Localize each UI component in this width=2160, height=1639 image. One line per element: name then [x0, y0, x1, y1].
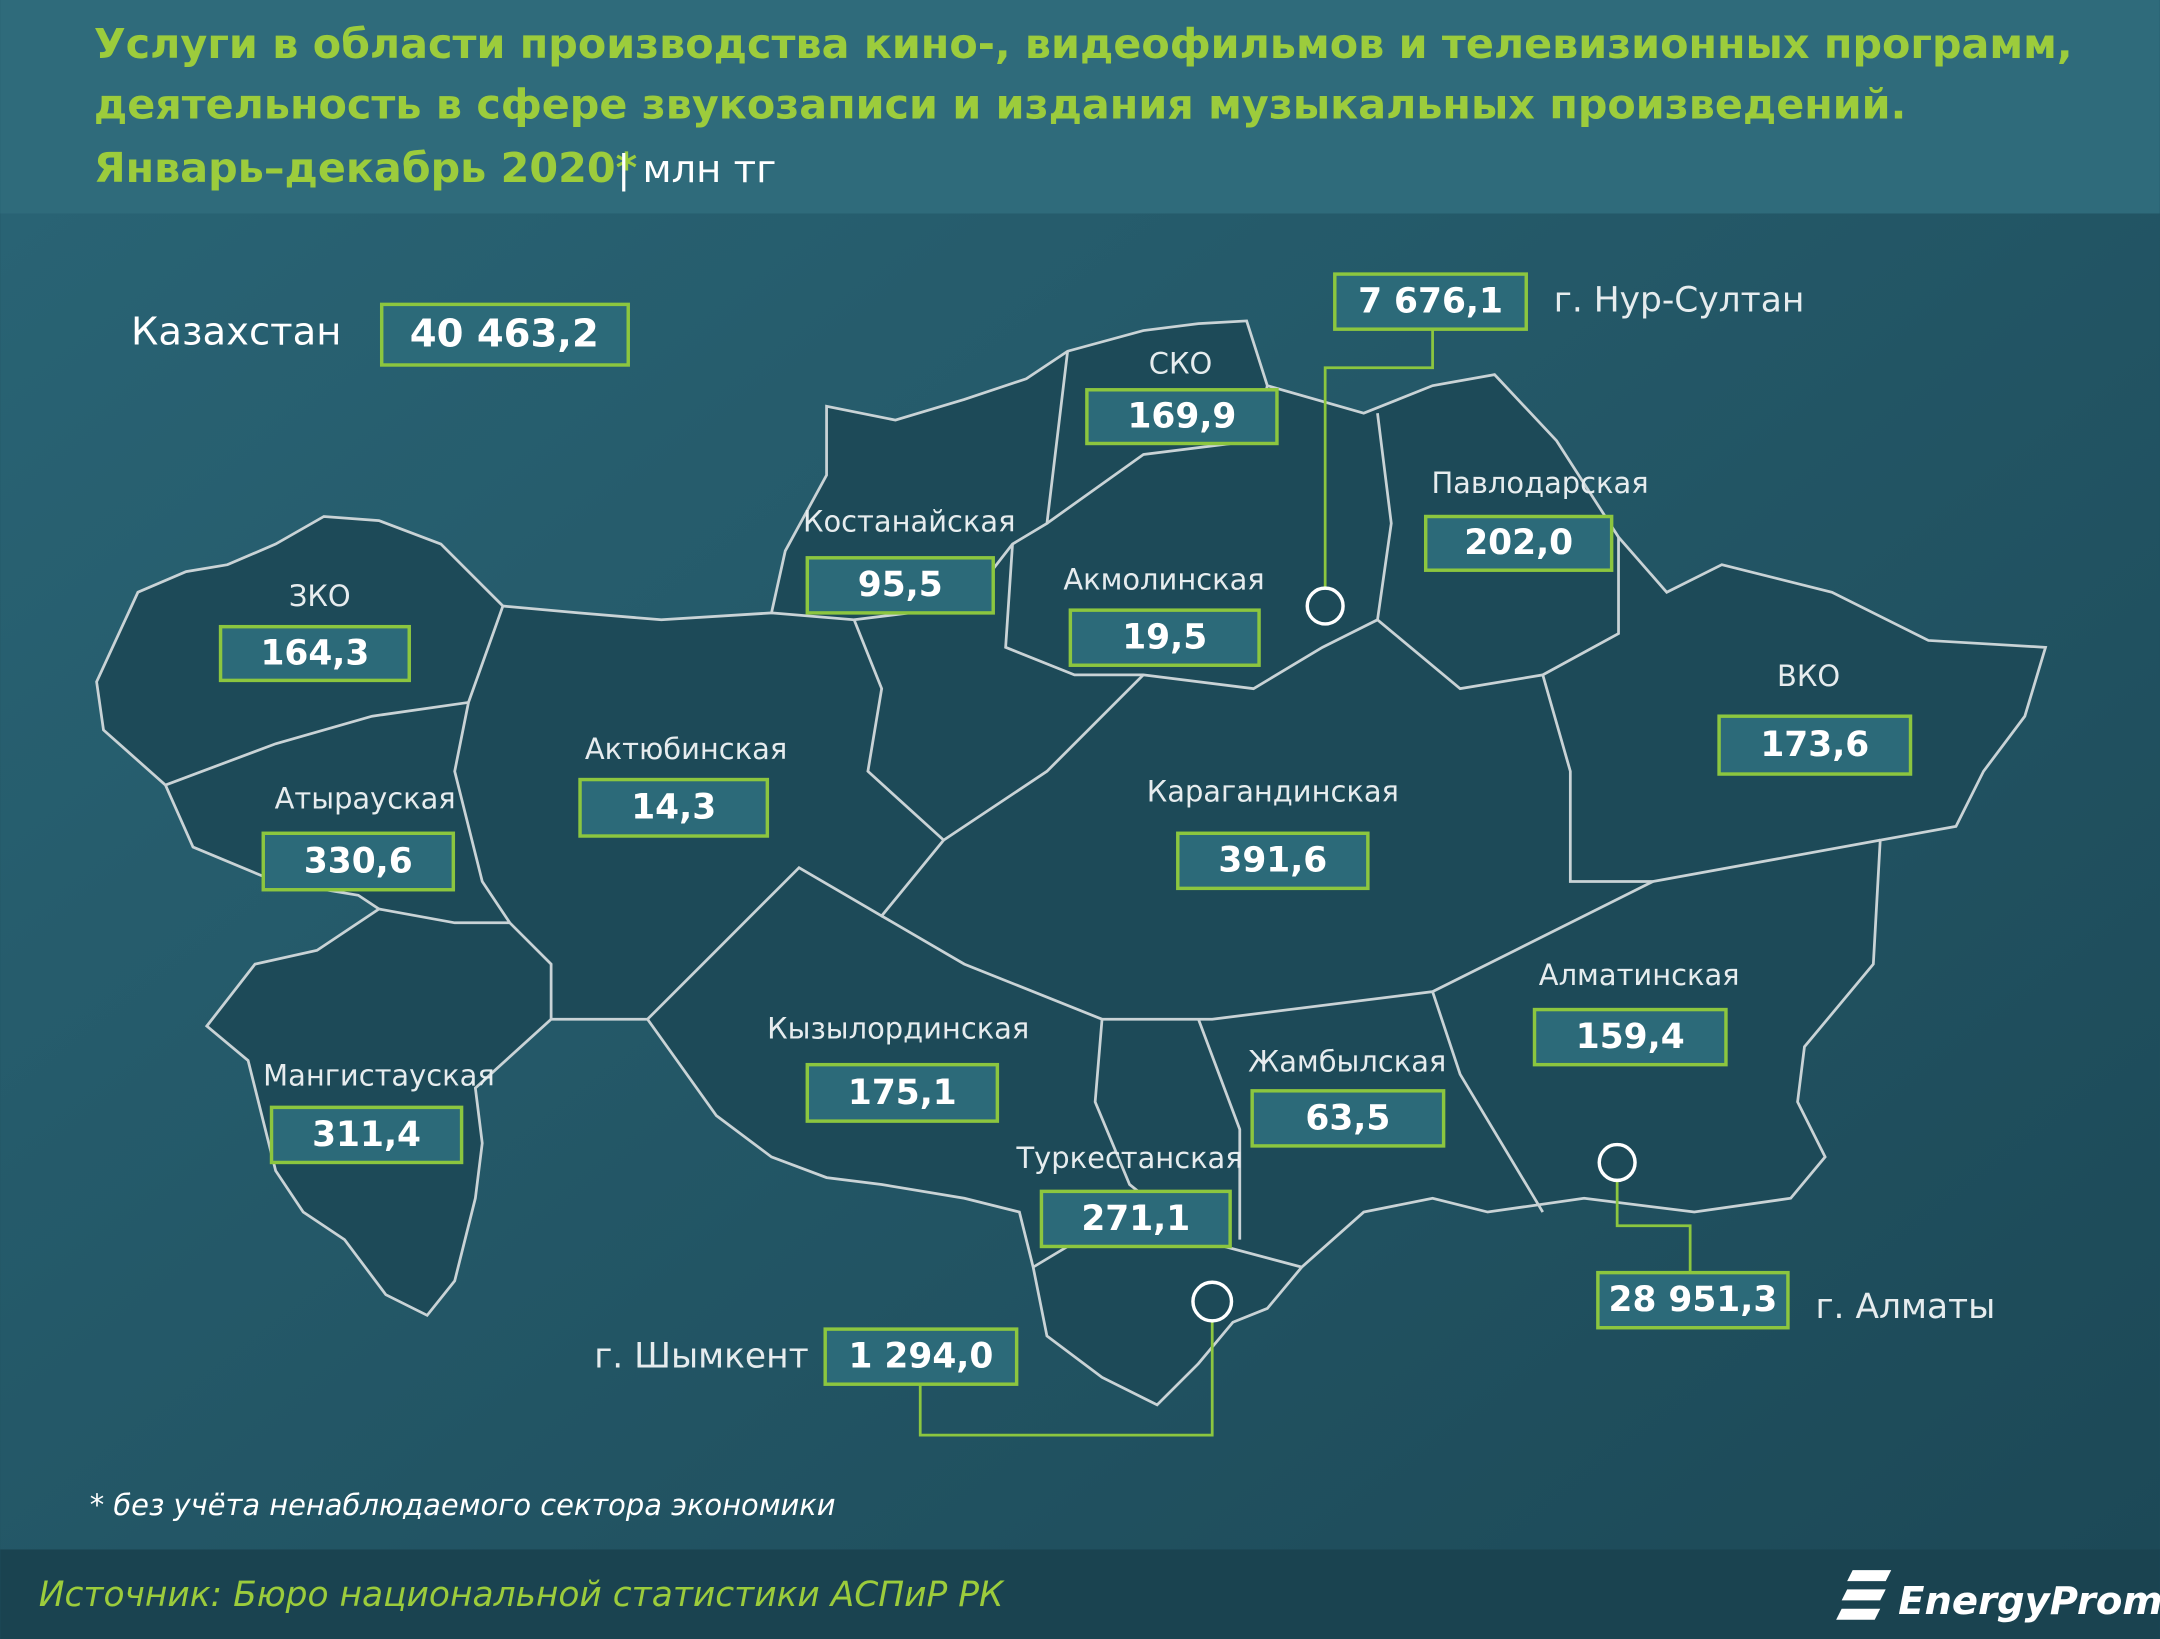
region-name: Карагандинская — [1147, 775, 1399, 809]
region-value-box — [269, 1105, 464, 1165]
city-name: г. Нур-Султан — [1554, 280, 1805, 320]
region-value: 164,3 — [260, 633, 369, 673]
city-name: г. Алматы — [1815, 1287, 1995, 1327]
region-name: Павлодарская — [1431, 466, 1648, 500]
region-value: 173,6 — [1760, 725, 1869, 765]
region-name: ВКО — [1777, 659, 1840, 693]
region-name: Алматинская — [1539, 958, 1740, 992]
region-value-box — [1532, 1007, 1728, 1067]
city-name: г. Шымкент — [594, 1337, 808, 1377]
title-line: Услуги в области производства кино-, вид… — [94, 20, 2073, 68]
title-unit: | млн тг — [617, 147, 776, 192]
region-value-box — [1068, 608, 1261, 667]
region-name: Акмолинская — [1063, 562, 1264, 596]
region-value: 175,1 — [848, 1073, 957, 1113]
city-value-box — [1333, 272, 1528, 331]
country-value-box — [379, 302, 630, 367]
region-name: Атырауская — [275, 781, 456, 815]
region-value: 330,6 — [304, 841, 413, 881]
region-name: Жамбылская — [1248, 1045, 1446, 1079]
region-boundaries — [164, 351, 1881, 1269]
region-value: 271,1 — [1081, 1199, 1190, 1239]
city-connectors — [918, 329, 1692, 1437]
title-line: деятельность в сфере звукозаписи и издан… — [94, 80, 1906, 128]
footer-bar — [0, 1549, 2160, 1639]
region-value: 311,4 — [312, 1115, 421, 1155]
region-value-box — [218, 624, 411, 683]
city-value: 28 951,3 — [1609, 1280, 1778, 1320]
region-name: Костанайская — [803, 505, 1016, 539]
region-value: 63,5 — [1305, 1098, 1390, 1138]
source: Источник: Бюро национальной статистики А… — [39, 1575, 1005, 1615]
region-value-box — [1717, 714, 1913, 776]
region-value: 14,3 — [631, 788, 716, 828]
region-value-box — [1085, 388, 1279, 446]
region-value-box — [578, 777, 770, 838]
city-value: 7 676,1 — [1358, 282, 1503, 322]
country-name: Казахстан — [131, 309, 341, 354]
region-value: 95,5 — [858, 565, 943, 605]
country-value: 40 463,2 — [410, 312, 599, 357]
city-value-box — [1596, 1270, 1790, 1330]
region-value-box — [261, 831, 456, 892]
region-value-box — [1250, 1089, 1446, 1148]
region-value-box — [1176, 831, 1370, 891]
city-value-box — [823, 1327, 1019, 1386]
region-value: 19,5 — [1122, 618, 1207, 658]
region-value: 159,4 — [1576, 1017, 1685, 1057]
region-value: 391,6 — [1218, 841, 1327, 881]
title-period: Январь–декабрь 2020* — [94, 144, 637, 192]
region-value: 202,0 — [1464, 523, 1573, 563]
svg-text:EnergyProm: EnergyProm — [1898, 1579, 2160, 1624]
region-name: СКО — [1149, 346, 1212, 380]
region-value-box — [805, 556, 995, 615]
region-value: 169,9 — [1127, 397, 1236, 437]
logo: EnergyProm — [1836, 1570, 2160, 1624]
country-outline — [95, 319, 2048, 1407]
region-name: Актюбинская — [585, 732, 787, 766]
footnote: * без учёта ненаблюдаемого сектора эконо… — [90, 1488, 836, 1522]
header-bar — [0, 0, 2160, 214]
region-value-box — [805, 1062, 1000, 1123]
region-name: Кызылординская — [767, 1011, 1029, 1045]
region-value-box — [1039, 1189, 1232, 1249]
region-name: ЗКО — [289, 579, 351, 613]
region-value-box — [1423, 514, 1614, 572]
region-name: Туркестанская — [1016, 1141, 1243, 1175]
city-value: 1 294,0 — [849, 1337, 994, 1377]
region-name: Мангистауская — [263, 1058, 495, 1092]
